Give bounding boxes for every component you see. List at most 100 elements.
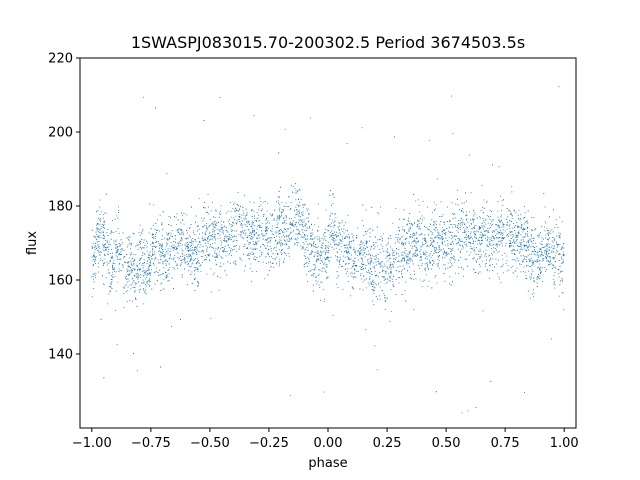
data-point [236,210,238,211]
data-point [98,237,100,239]
data-point [362,204,364,206]
data-point [496,243,497,245]
data-point [202,232,204,234]
data-point [145,278,147,280]
data-point [431,242,433,244]
data-point [447,245,449,247]
data-point [486,259,487,261]
data-point [291,184,293,186]
data-point [278,233,280,235]
data-point [164,253,166,255]
data-point [269,239,271,241]
data-point [368,272,370,274]
data-point [192,250,194,252]
data-point [173,257,175,259]
data-point [269,261,271,263]
data-point [480,217,481,219]
data-point [103,262,105,264]
data-point [182,244,183,246]
data-point [448,248,450,250]
data-point [187,246,189,248]
data-point [110,283,112,285]
data-point [384,295,386,297]
data-point [431,212,433,214]
data-point [289,222,291,224]
data-point [332,226,334,228]
data-point [184,259,186,261]
data-point [149,273,151,275]
data-point [110,274,112,276]
data-point [535,227,537,229]
data-point [466,218,467,220]
data-point [389,272,391,274]
data-point [356,227,358,229]
data-point [448,248,450,250]
data-point [371,254,373,256]
data-point [409,226,411,228]
data-point [136,265,138,267]
data-point [512,234,514,235]
data-point [504,252,506,254]
data-point [297,213,299,215]
data-point [332,203,334,205]
data-point [139,267,141,269]
data-point [166,275,168,277]
data-point [147,270,149,271]
data-point [350,267,352,269]
data-point [547,250,549,252]
data-point [409,222,411,224]
data-point [448,237,450,239]
data-point [462,244,463,246]
data-point [397,236,399,238]
data-point [303,266,305,268]
data-point [253,229,255,231]
data-point [140,231,142,233]
data-point [495,224,497,225]
data-point [295,206,297,208]
data-point [305,274,307,276]
data-point [402,235,404,237]
data-point [384,276,385,278]
data-point [467,236,469,238]
data-point [460,256,462,258]
data-point [301,248,303,250]
data-point [223,226,225,228]
data-point [102,226,104,228]
data-point [116,249,118,251]
data-point [486,240,488,242]
data-point [238,248,240,250]
data-point [181,232,183,234]
data-point [368,270,370,272]
data-point [140,241,142,243]
data-point [258,224,260,226]
data-point [162,229,164,231]
data-point [258,260,260,262]
data-point [446,253,448,255]
data-point [107,229,109,231]
data-point [215,263,217,265]
data-point [562,280,563,282]
data-point [196,254,198,256]
data-point [323,263,325,265]
data-point [381,265,383,267]
data-point [141,255,143,257]
data-point [346,143,348,145]
data-point [490,227,491,228]
data-point [183,255,185,257]
data-point [123,292,125,294]
data-point [438,262,439,264]
data-point [152,233,154,235]
data-point [142,271,144,272]
data-point [516,234,518,236]
data-point [281,214,283,216]
data-point [143,303,145,305]
data-point [486,214,488,216]
data-point [239,216,241,217]
data-point [162,273,164,274]
data-point [402,254,404,256]
data-point [267,238,268,240]
data-point [113,242,115,244]
data-point [104,249,106,251]
data-point [458,244,460,246]
data-point [467,221,469,223]
